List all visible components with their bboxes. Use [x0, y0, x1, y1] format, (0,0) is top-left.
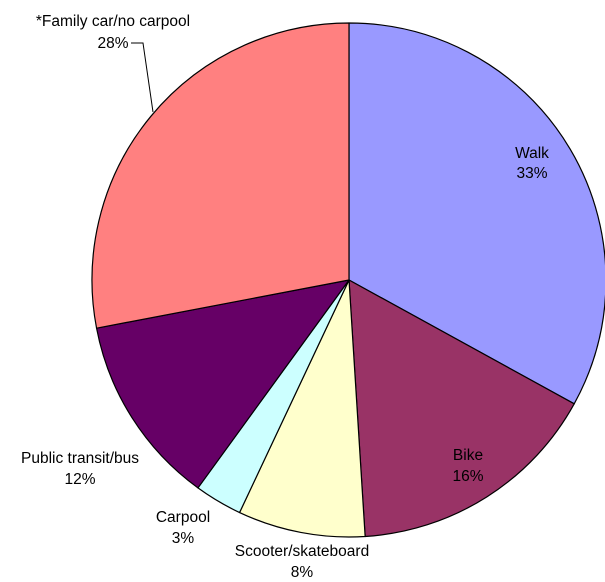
pie-slice-public-transit-bus: [95, 279, 350, 489]
slice-value-carpool: 3%: [172, 530, 195, 547]
slice-label-walk: Walk: [515, 145, 549, 162]
slice-value-public-transit: 12%: [64, 471, 95, 488]
slice-label-bike: Bike: [453, 447, 483, 464]
slice-value-walk: 33%: [516, 165, 547, 182]
slice-value-scooter: 8%: [291, 564, 314, 581]
slice-label-scooter: Scooter/skateboard: [235, 543, 369, 560]
pie-slice-scooter-skateboard: [238, 279, 366, 538]
pie-slice-walk: [348, 22, 605, 405]
pie-slice-bike: [348, 279, 575, 538]
leader-line-family-car: [131, 42, 154, 113]
slice-label-family-car: *Family car/no carpool: [36, 13, 190, 30]
pie-slices: [91, 22, 605, 538]
pie-slice-family-car-no-carpool: [91, 22, 350, 329]
slice-label-public-transit: Public transit/bus: [21, 450, 139, 467]
slice-value-family-car: 28%: [97, 35, 128, 52]
slice-label-carpool: Carpool: [156, 509, 210, 526]
pie-labels: Walk 33% Bike 16% Scooter/skateboard 8% …: [21, 13, 549, 581]
slice-value-bike: 16%: [452, 468, 483, 485]
